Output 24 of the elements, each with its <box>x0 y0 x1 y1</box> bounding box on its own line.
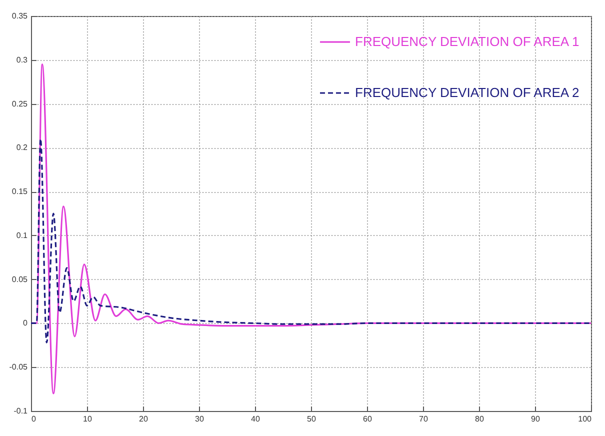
y-tick-label: 0.35 <box>12 12 28 20</box>
x-tick-label: 60 <box>363 414 372 424</box>
x-tick-label: 40 <box>251 414 260 424</box>
y-tick-label: -0.1 <box>14 406 28 416</box>
x-tick-label: 100 <box>578 414 592 424</box>
legend-label: FREQUENCY DEVIATION OF AREA 2 <box>355 85 580 100</box>
x-tick-label: 70 <box>419 414 428 424</box>
y-tick-label: 0.05 <box>12 274 28 284</box>
y-tick-label: 0.2 <box>16 143 28 152</box>
y-tick-label: 0 <box>23 318 28 328</box>
line-series <box>31 138 591 344</box>
legend-label: FREQUENCY DEVIATION OF AREA 1 <box>355 34 580 49</box>
x-tick-label: 90 <box>531 414 540 424</box>
x-tick-label: 20 <box>139 414 148 424</box>
y-tick-label: 0.25 <box>12 99 28 108</box>
y-tick-label: 0.15 <box>12 187 28 196</box>
y-tick-label: 0.3 <box>16 55 28 64</box>
y-tick-label: 0.1 <box>16 230 28 240</box>
x-tick-label: 0 <box>32 414 36 424</box>
y-tick-label: -0.05 <box>9 362 28 372</box>
x-tick-label: 50 <box>307 414 316 424</box>
x-tick-label: 80 <box>475 414 484 424</box>
x-tick-label: 30 <box>195 414 204 424</box>
x-tick-label: 10 <box>83 414 92 424</box>
